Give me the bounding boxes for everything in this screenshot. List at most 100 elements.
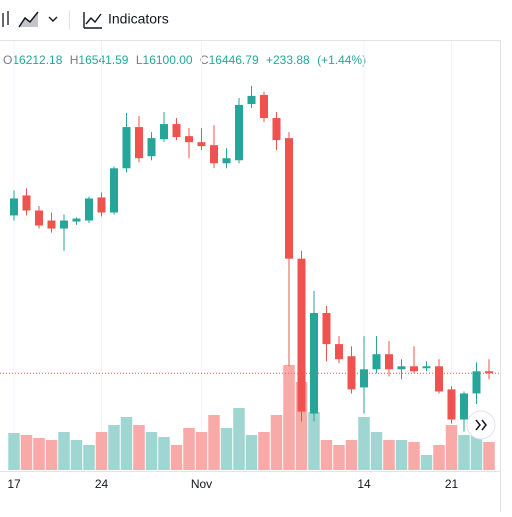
volume-bar [195, 432, 208, 470]
volume-bar [145, 432, 158, 470]
volume-bar [320, 440, 333, 470]
candle-body [335, 344, 343, 360]
change-pct: (+1.44%) [317, 53, 366, 67]
volume-bar [408, 442, 420, 470]
volume-bar [158, 437, 170, 470]
ohlc-text: O16212.18 H16541.59 L16100.00 C16446.79 … [3, 53, 366, 67]
c-label: C [200, 53, 209, 67]
candle-body [385, 354, 393, 370]
volume-bar [120, 417, 133, 470]
x-tick-label: Nov [191, 477, 212, 491]
volume-bar [95, 432, 108, 470]
candle-body [97, 197, 106, 213]
volume-bar [383, 440, 395, 470]
candle-body [110, 168, 118, 213]
candle-body [160, 124, 168, 140]
candle-body [35, 210, 43, 226]
candle-body [210, 145, 218, 164]
volume-bar [170, 445, 183, 470]
o-value: 16212.18 [12, 53, 62, 67]
volume-bar [83, 445, 95, 470]
candle-body [235, 104, 243, 161]
candle-body [10, 198, 18, 216]
volume-bar [270, 415, 283, 470]
volume-bar [433, 445, 445, 470]
scroll-button[interactable] [466, 410, 496, 440]
volume-bar [58, 432, 70, 470]
indicators-button[interactable]: Indicators [83, 11, 169, 29]
candle-body [422, 366, 431, 369]
volume-bar [208, 415, 220, 470]
volume-bar [220, 428, 233, 470]
ohlc-legend: O16212.18 H16541.59 L16100.00 C16446.79 … [3, 53, 366, 67]
candle-body [360, 369, 368, 388]
dropdown-chevron[interactable] [48, 16, 58, 22]
volume-bar [420, 455, 433, 470]
change: +233.88 [266, 53, 310, 67]
volume-bar [345, 440, 358, 470]
volume-bar [20, 435, 33, 470]
o-label: O [3, 53, 12, 67]
volume-bar [33, 438, 45, 470]
candles-button[interactable] [2, 11, 9, 27]
toolbar [0, 0, 512, 40]
candle-body [147, 138, 156, 157]
indicators-label: Indicators [108, 11, 169, 27]
candle-body [72, 218, 81, 222]
candle-body [122, 127, 131, 169]
candle-body [60, 220, 68, 229]
candle-body [297, 258, 306, 412]
chart-type-button[interactable] [18, 11, 39, 28]
volume-bar [483, 442, 495, 470]
volume-bar [370, 432, 383, 470]
h-value: 16541.59 [78, 53, 128, 67]
candle-body [260, 94, 268, 119]
plot [0, 41, 500, 470]
volume-bar [470, 435, 483, 470]
volume-bar [183, 428, 195, 470]
candle-body [172, 124, 181, 138]
volume-bar [333, 445, 345, 470]
candle-body [472, 371, 481, 394]
volume-bar [445, 425, 458, 470]
candle-body [135, 127, 143, 159]
candle-body [410, 366, 418, 372]
volume-bar [8, 433, 20, 470]
volume-bar [458, 435, 470, 470]
volume-bar [45, 440, 58, 470]
candle-body [222, 158, 231, 164]
l-label: L [136, 53, 143, 67]
candle-body [310, 313, 318, 414]
x-tick-label: 21 [445, 477, 459, 491]
candle-body [85, 198, 93, 221]
l-value: 16100.00 [143, 53, 193, 67]
candle-body [435, 366, 443, 392]
volume-bar [133, 425, 145, 470]
candle-body [322, 313, 331, 345]
candle-body [460, 393, 468, 420]
candle-body [272, 118, 281, 141]
volume-bar [395, 440, 408, 470]
candle-body [447, 389, 456, 420]
volume-bar [245, 435, 258, 470]
candle-body [485, 371, 493, 374]
candle-body [285, 138, 293, 259]
candle-body [397, 366, 406, 370]
h-label: H [70, 53, 79, 67]
candle-body [247, 95, 256, 104]
volume-bar [283, 365, 295, 470]
volume-bar [358, 417, 370, 470]
volume-bar [295, 382, 308, 470]
x-tick-label: 17 [7, 477, 21, 491]
volume-bar [258, 432, 270, 470]
candle-body [22, 195, 31, 211]
x-tick-label: 14 [357, 477, 371, 491]
volume-bar [108, 425, 120, 470]
volume-bar [233, 408, 245, 470]
c-value: 16446.79 [209, 53, 259, 67]
x-tick-label: 24 [95, 477, 109, 491]
candle-body [372, 354, 381, 370]
candle-body [185, 136, 193, 143]
